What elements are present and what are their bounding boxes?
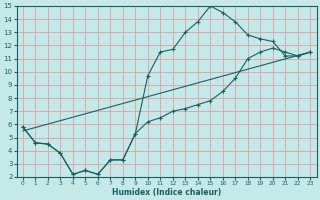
- X-axis label: Humidex (Indice chaleur): Humidex (Indice chaleur): [112, 188, 221, 197]
